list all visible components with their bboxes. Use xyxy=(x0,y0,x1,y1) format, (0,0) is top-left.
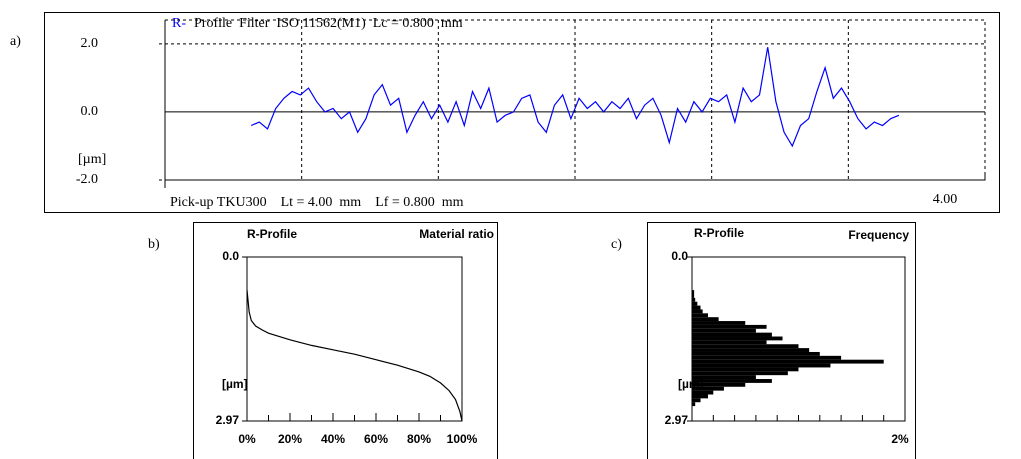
y-tick-label: 0.0 xyxy=(222,249,239,263)
y-tick-label: 2.97 xyxy=(665,413,689,427)
histogram-bar xyxy=(692,313,708,318)
histogram-bar xyxy=(692,367,799,372)
histogram-bar xyxy=(692,398,701,403)
histogram-bar xyxy=(692,297,696,302)
panel-label: b) xyxy=(148,237,160,252)
y-axis-label: [µm] xyxy=(222,377,248,391)
histogram-bar xyxy=(692,344,799,349)
y-tick-label: 0.0 xyxy=(81,104,99,119)
histogram-bar xyxy=(692,402,696,407)
chart-subtitle: Material ratio xyxy=(419,227,494,241)
panel-frame xyxy=(193,222,498,459)
histogram-bar xyxy=(692,363,831,368)
x-tick-label: 0% xyxy=(238,432,256,446)
histogram-bar xyxy=(692,375,756,380)
chart-title: R-Profile xyxy=(694,226,744,240)
panel-frame xyxy=(647,222,916,459)
x-tick-label: 60% xyxy=(364,432,388,446)
histogram-bar xyxy=(692,301,698,306)
histogram-bar xyxy=(692,348,810,352)
chart-title: R- Profile Filter ISO 11562(M1) Lc = 0.80… xyxy=(172,16,463,31)
histogram-bar xyxy=(692,386,724,391)
histogram-bar xyxy=(692,336,783,341)
y-tick-label: -2.0 xyxy=(76,172,98,187)
histogram-bar xyxy=(692,332,772,337)
x-tick-label: 80% xyxy=(407,432,431,446)
histogram-bar xyxy=(692,379,772,383)
x-tick-label: 100% xyxy=(447,432,478,446)
histogram-bar xyxy=(692,321,746,325)
title-prefix: R- xyxy=(172,16,186,31)
x-tick-label: 4.00 xyxy=(933,192,958,207)
histogram-bar xyxy=(692,293,695,298)
chart-subtitle: Frequency xyxy=(848,228,909,242)
data-line xyxy=(250,47,900,148)
histogram-bar xyxy=(692,340,767,345)
histogram-bar xyxy=(692,371,788,376)
chart-subtitle: Pick-up TKU300 Lt = 4.00 mm Lf = 0.800 m… xyxy=(170,195,464,210)
plot-frame xyxy=(246,256,463,422)
x-tick-label: 40% xyxy=(321,432,345,446)
panel-frame xyxy=(44,12,1000,213)
y-axis-label: [µm] xyxy=(78,152,106,167)
x-tick-label: 2% xyxy=(891,432,909,446)
data-line xyxy=(246,290,463,422)
histogram-bar xyxy=(692,309,703,314)
histogram-bar xyxy=(692,328,756,333)
histogram-bar xyxy=(692,390,714,395)
y-tick-label: 2.97 xyxy=(216,413,240,427)
histogram-bar xyxy=(692,317,719,322)
x-tick-label: 20% xyxy=(278,432,302,446)
panel-label: c) xyxy=(611,237,622,252)
histogram-bar xyxy=(692,351,820,356)
chart-title: R-Profile xyxy=(247,227,297,241)
histogram-bar xyxy=(692,382,746,387)
histogram-bar xyxy=(692,324,767,329)
histogram-bar xyxy=(692,290,695,294)
histogram-bar xyxy=(692,359,884,364)
title-text: Profile Filter ISO 11562(M1) Lc = 0.800 … xyxy=(194,16,463,31)
histogram-bar xyxy=(692,355,842,360)
panel-label: a) xyxy=(10,34,21,49)
histogram-bar xyxy=(692,305,701,310)
y-tick-label: 2.0 xyxy=(81,36,99,51)
histogram-bar xyxy=(692,394,708,399)
y-tick-label: 0.0 xyxy=(671,249,688,263)
